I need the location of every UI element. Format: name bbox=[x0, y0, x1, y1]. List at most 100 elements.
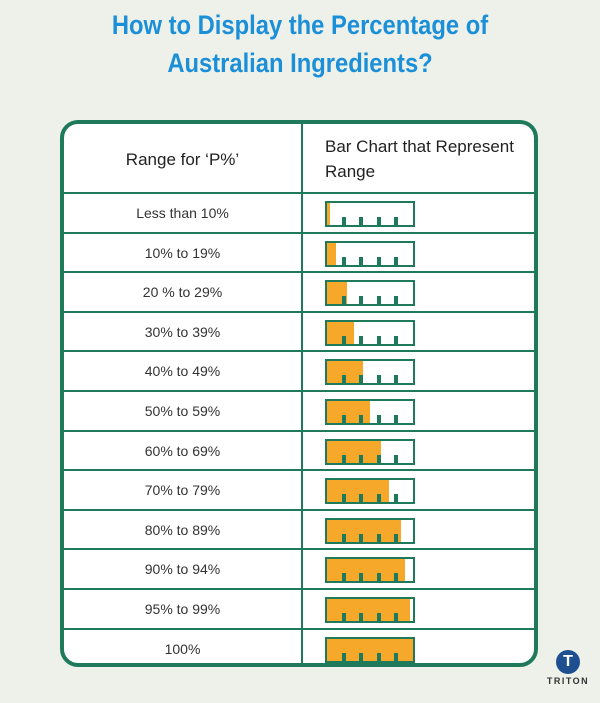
range-bar bbox=[325, 557, 415, 584]
bar-tick bbox=[342, 652, 347, 661]
bar-fill bbox=[327, 519, 401, 542]
table-row: 30% to 39% bbox=[64, 310, 534, 351]
bar-tick bbox=[393, 652, 398, 661]
bar-tick bbox=[376, 573, 381, 582]
bar-fill bbox=[327, 321, 354, 344]
range-bar bbox=[325, 280, 415, 307]
table-row: 70% to 79% bbox=[64, 469, 534, 509]
range-label: 50% to 59% bbox=[144, 403, 221, 419]
bar-tick bbox=[342, 335, 347, 344]
bar-fill bbox=[327, 559, 406, 582]
table-row: 90% to 94% bbox=[64, 548, 534, 588]
range-label: 70% to 79% bbox=[144, 482, 221, 499]
range-bar bbox=[325, 597, 415, 623]
bar-tick bbox=[359, 494, 364, 503]
range-label: 60% to 69% bbox=[144, 442, 221, 459]
table-row: 40% to 49% bbox=[64, 350, 534, 390]
bar-tick bbox=[359, 256, 364, 265]
bar-tick bbox=[342, 494, 347, 503]
bar-tick bbox=[359, 613, 364, 621]
table-row: 95% to 99% bbox=[64, 588, 534, 628]
bar-tick bbox=[393, 613, 398, 621]
range-label: Less than 10% bbox=[136, 205, 229, 221]
bar-tick bbox=[393, 335, 398, 344]
triton-logo: T TRITON bbox=[546, 650, 590, 686]
bar-tick bbox=[342, 613, 347, 621]
table-row: Less than 10% bbox=[64, 192, 534, 232]
range-label: 90% to 94% bbox=[144, 561, 221, 578]
bar-tick bbox=[376, 613, 381, 621]
bar-fill bbox=[327, 599, 410, 621]
bar-fill bbox=[327, 242, 337, 265]
bar-fill bbox=[327, 203, 330, 225]
range-label: 30% to 39% bbox=[144, 323, 221, 340]
range-bar bbox=[325, 636, 415, 663]
bar-tick bbox=[359, 217, 364, 225]
bar-tick bbox=[376, 375, 381, 384]
bar-tick bbox=[393, 217, 398, 225]
bar-fill bbox=[327, 638, 413, 661]
bar-tick bbox=[342, 573, 347, 582]
range-bar bbox=[325, 517, 415, 544]
bar-tick bbox=[393, 375, 398, 384]
table-row: 100% bbox=[64, 627, 534, 663]
bar-tick bbox=[359, 296, 364, 305]
bar-tick bbox=[342, 217, 347, 225]
header-bar-chart: Bar Chart that Represent Range bbox=[325, 137, 514, 181]
bar-tick bbox=[342, 256, 347, 265]
bar-tick bbox=[376, 335, 381, 344]
bar-fill bbox=[327, 440, 382, 463]
bar-tick bbox=[376, 494, 381, 503]
bar-tick bbox=[393, 533, 398, 542]
bar-tick bbox=[376, 415, 381, 423]
header-range: Range for ‘P%’ bbox=[125, 149, 240, 169]
range-label: 80% to 89% bbox=[144, 521, 221, 538]
bar-tick bbox=[376, 533, 381, 542]
range-label: 95% to 99% bbox=[144, 601, 221, 617]
range-table: Range for ‘P%’ Bar Chart that Represent … bbox=[60, 120, 538, 667]
range-bar bbox=[325, 319, 415, 346]
bar-tick bbox=[359, 573, 364, 582]
bar-tick bbox=[376, 217, 381, 225]
range-bar bbox=[325, 359, 415, 386]
range-bar bbox=[325, 240, 415, 267]
bar-tick bbox=[359, 335, 364, 344]
range-label: 20 % to 29% bbox=[142, 284, 223, 301]
bar-fill bbox=[327, 401, 370, 423]
range-label: 100% bbox=[164, 640, 201, 657]
bar-tick bbox=[359, 375, 364, 384]
bar-tick bbox=[342, 454, 347, 463]
bar-tick bbox=[376, 454, 381, 463]
bar-tick bbox=[342, 296, 347, 305]
bar-tick bbox=[393, 573, 398, 582]
bar-fill bbox=[327, 361, 364, 384]
bar-tick bbox=[376, 256, 381, 265]
t-logo-icon: T bbox=[556, 650, 580, 674]
table-row: 60% to 69% bbox=[64, 429, 534, 470]
bar-tick bbox=[359, 533, 364, 542]
bar-tick bbox=[393, 256, 398, 265]
table-row: 80% to 89% bbox=[64, 508, 534, 549]
bar-tick bbox=[359, 652, 364, 661]
table-row: 10% to 19% bbox=[64, 231, 534, 272]
table-row: 20 % to 29% bbox=[64, 271, 534, 311]
range-bar bbox=[325, 438, 415, 465]
bar-tick bbox=[342, 533, 347, 542]
bar-tick bbox=[393, 415, 398, 423]
range-bar bbox=[325, 201, 415, 227]
column-divider bbox=[301, 124, 303, 663]
bar-tick bbox=[342, 375, 347, 384]
bar-tick bbox=[342, 415, 347, 423]
bar-tick bbox=[393, 296, 398, 305]
range-bar bbox=[325, 399, 415, 425]
bar-tick bbox=[393, 494, 398, 503]
bar-tick bbox=[376, 652, 381, 661]
bar-tick bbox=[376, 296, 381, 305]
range-bar bbox=[325, 478, 415, 505]
range-label: 10% to 19% bbox=[144, 244, 221, 261]
bar-tick bbox=[359, 454, 364, 463]
page-title: How to Display the Percentage of Austral… bbox=[111, 10, 489, 78]
range-label: 40% to 49% bbox=[144, 363, 221, 380]
bar-fill bbox=[327, 282, 347, 305]
table-row: 50% to 59% bbox=[64, 390, 534, 430]
